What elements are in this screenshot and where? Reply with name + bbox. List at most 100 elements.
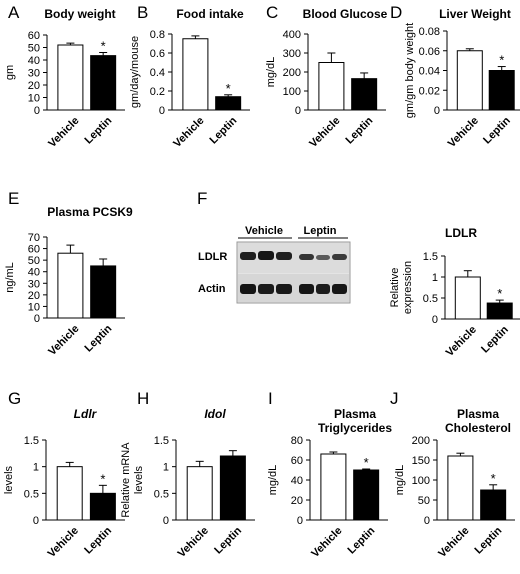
chart-title-d: Liver Weight [439, 7, 511, 21]
significance-star-d: * [499, 53, 504, 68]
y-tick-label-i: 60 [291, 455, 303, 467]
bar-ldlr-vehicle [454, 276, 481, 320]
panel-letter-i: I [268, 389, 273, 408]
y-tick-label-e: 50 [28, 255, 40, 267]
y-axis-label-ldlr-1: expression [402, 261, 414, 314]
x-tick-label-b: Vehicle [171, 115, 206, 150]
bar-c-leptin [351, 78, 378, 111]
bar-e-vehicle [57, 252, 84, 319]
y-tick-label-e: 70 [28, 232, 40, 244]
blot-row-label-ldlr: LDLR [198, 251, 227, 263]
ldlr-band-2 [258, 251, 274, 260]
blot-group-label-vehicle: Vehicle [245, 225, 283, 237]
y-axis-label-d: gm/gm body weight [404, 23, 416, 118]
y-tick-label-a: 30 [28, 68, 40, 80]
significance-star-a: * [101, 39, 106, 54]
x-tick-label-b: Leptin [208, 115, 240, 147]
y-tick-label-c: 300 [283, 48, 301, 60]
x-tick-label-h: Leptin [212, 525, 244, 557]
y-axis-label-c: mg/dL [265, 57, 277, 88]
y-axis-label-h: Relative mRNA [120, 442, 132, 518]
y-tick-label-e: 10 [28, 301, 40, 313]
chart-b: B Food intake gm/day/mouse 0 0.2 0.4 0.6 0.8 Veh… [129, 3, 250, 150]
x-tick-label-d: Leptin [481, 115, 513, 147]
chart-title-c: Blood Glucose [303, 7, 388, 21]
blot-group-label-leptin: Leptin [304, 225, 337, 237]
y-tick-label-e: 30 [28, 278, 40, 290]
blot-row-label-actin: Actin [198, 283, 226, 295]
y-tick-label-b: 0.2 [150, 86, 165, 98]
chart-h: H Idol Relative mRNA levels 0 0.5 1 1.5 Vehicle L… [120, 389, 255, 560]
y-tick-label-b: 0 [159, 105, 165, 117]
y-tick-label-d: 0.08 [419, 26, 440, 38]
y-tick-label-d: 0.06 [419, 46, 440, 58]
blot-membrane-lower [238, 274, 349, 302]
bar-b-vehicle [182, 38, 209, 111]
x-tick-label-c: Vehicle [307, 115, 342, 150]
x-tick-label-a: Vehicle [46, 115, 81, 150]
bar-h-leptin [219, 455, 246, 521]
x-tick-label-e: Leptin [83, 323, 115, 355]
y-axis-label-a: gm [4, 65, 16, 80]
chart-title-b: Food intake [176, 7, 244, 21]
y-tick-label-h: 0.5 [154, 488, 169, 500]
y-tick-label-b: 0.8 [150, 29, 165, 41]
x-tick-label-i: Vehicle [309, 525, 344, 560]
x-tick-label-h: Vehicle [176, 525, 211, 560]
chart-title-a: Body weight [44, 7, 115, 21]
y-tick-label-a: 20 [28, 80, 40, 92]
actin-band-3 [276, 284, 292, 294]
y-tick-label-b: 0.6 [150, 48, 165, 60]
y-tick-label-e: 20 [28, 290, 40, 302]
y-tick-label-g: 0.5 [24, 488, 39, 500]
x-tick-label-d: Vehicle [446, 115, 481, 150]
bar-e-leptin [90, 265, 117, 319]
y-tick-label-a: 10 [28, 93, 40, 105]
bar-g-vehicle [56, 466, 83, 521]
y-tick-label-i: 80 [291, 435, 303, 447]
y-tick-label-h: 1 [163, 462, 169, 474]
x-tick-label-i: Leptin [346, 525, 378, 557]
y-axis-label-h-1: levels [133, 465, 145, 494]
y-tick-label-h: 0 [163, 515, 169, 527]
bar-a-leptin [90, 55, 117, 111]
bar-j-leptin [480, 489, 507, 521]
ldlr-band-5 [316, 255, 330, 260]
y-axis-label-ldlr: Relative [389, 268, 401, 308]
x-tick-label-c: Leptin [344, 115, 376, 147]
actin-band-6 [332, 284, 347, 294]
y-tick-label-a: 60 [28, 30, 40, 42]
panel-letter-f: F [197, 189, 207, 208]
y-axis-label-i: mg/dL [267, 465, 279, 496]
y-tick-label-b: 0.4 [150, 67, 165, 79]
panel-letter-d: D [390, 3, 402, 22]
y-tick-label-e: 40 [28, 267, 40, 279]
chart-title-j: Plasma [457, 407, 499, 421]
y-tick-label-c: 0 [295, 105, 301, 117]
x-tick-label-g: Leptin [82, 525, 114, 557]
ldlr-band-3 [276, 252, 292, 260]
y-axis-label-g: Relative mRNA [0, 442, 2, 518]
y-tick-label-g: 0 [33, 515, 39, 527]
actin-band-2 [258, 284, 274, 294]
x-tick-label-a: Leptin [83, 115, 115, 147]
y-axis-label-b: gm/day/mouse [129, 36, 141, 108]
significance-star-i: * [364, 455, 369, 470]
x-tick-label-ldlr: Vehicle [444, 324, 479, 359]
y-tick-label-e: 60 [28, 244, 40, 256]
chart-title-i: Plasma [334, 407, 376, 421]
bar-i-vehicle [320, 453, 347, 521]
y-tick-label-g: 1.5 [24, 435, 39, 447]
chart-d: D Liver Weight gm/gm body weight 0 0.02 0.04 0… [390, 3, 520, 150]
significance-star-j: * [491, 471, 496, 486]
actin-band-4 [299, 284, 314, 294]
panel-letter-a: A [8, 3, 20, 22]
y-tick-label-j: 0 [424, 515, 430, 527]
panel-letter-b: B [137, 3, 148, 22]
y-tick-label-j: 100 [412, 475, 430, 487]
y-tick-label-a: 40 [28, 55, 40, 67]
